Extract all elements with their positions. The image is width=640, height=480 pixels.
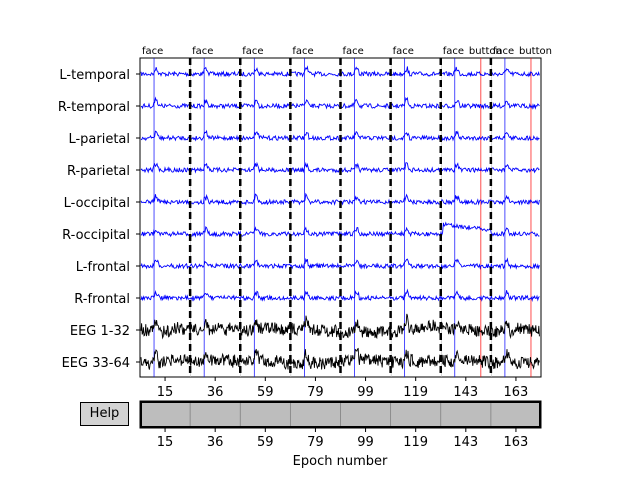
epoch-scrollbar[interactable]: 15 36 59 79 99 119 143 163 Epoch number [139, 400, 542, 469]
epoch-tick-label: 99 [357, 385, 374, 400]
epoch-ticks-bottom: 15 36 59 79 99 119 143 163 [157, 428, 529, 450]
channel-label: L-parietal [68, 132, 130, 147]
channel-label: R-occipital [62, 228, 130, 243]
event-label-face: face [343, 46, 364, 57]
channel-label: R-temporal [58, 100, 130, 115]
event-label-face: face [142, 46, 163, 57]
event-label-face: face [493, 46, 514, 57]
scrollbar-epoch-dividers [189, 403, 492, 426]
channel-label: R-frontal [74, 292, 130, 307]
epoch-tick-label: 143 [453, 385, 478, 400]
epoch-tick-label: 79 [307, 435, 324, 450]
channel-label: EEG 1-32 [70, 324, 130, 339]
event-label-face: face [443, 46, 464, 57]
epoch-tick-label: 36 [207, 385, 224, 400]
channel-label: L-occipital [64, 196, 130, 211]
event-label-face: face [393, 46, 414, 57]
epoch-tick-label: 36 [207, 435, 224, 450]
event-label-button: button [519, 46, 552, 57]
x-axis-label: Epoch number [293, 454, 388, 469]
epoch-tick-label: 163 [504, 435, 529, 450]
epoch-tick-label: 15 [157, 435, 174, 450]
channel-labels: L-temporal R-temporal L-parietal R-parietal… [58, 68, 140, 371]
event-label-face: face [192, 46, 213, 57]
event-label-face: face [242, 46, 263, 57]
epoch-tick-label: 59 [257, 435, 274, 450]
epoch-tick-label: 99 [357, 435, 374, 450]
epoch-boundaries [188, 58, 493, 377]
channel-label: R-parietal [67, 164, 130, 179]
help-button[interactable]: Help [80, 402, 129, 426]
epoch-tick-label: 143 [453, 435, 478, 450]
epoch-tick-label: 119 [403, 435, 428, 450]
event-label-button: button [469, 46, 502, 57]
epoch-tick-label: 119 [403, 385, 428, 400]
epoch-tick-label: 59 [257, 385, 274, 400]
channel-label: EEG 33-64 [62, 356, 130, 371]
trace-l-frontal[interactable] [140, 257, 540, 270]
channel-label: L-frontal [76, 260, 130, 275]
epoch-tick-label: 15 [157, 385, 174, 400]
epoch-tick-label: 79 [307, 385, 324, 400]
trace-r-frontal[interactable] [140, 288, 540, 302]
epoch-tick-label: 163 [504, 385, 529, 400]
event-label-face: face [292, 46, 313, 57]
epoch-ticks-top: 15 36 59 79 99 119 143 163 [157, 377, 529, 400]
channel-label: L-temporal [59, 68, 130, 83]
